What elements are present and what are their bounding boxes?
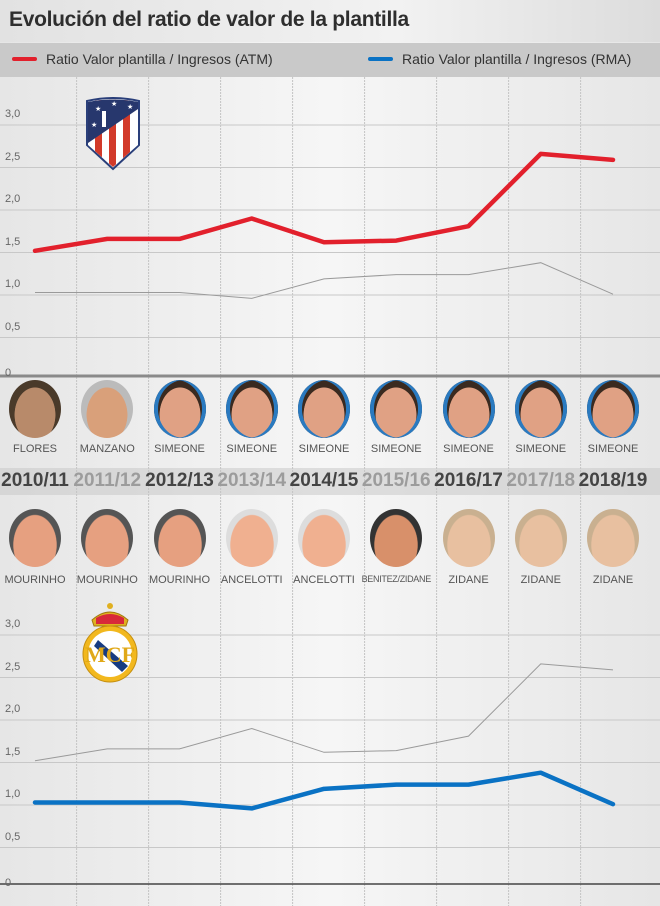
coach-photo-rma	[514, 509, 567, 567]
y-tick-label-rma: 1,0	[5, 788, 21, 800]
coach-photo-rma	[81, 509, 134, 567]
coach-photo-atm	[298, 380, 350, 438]
season-label: 2011/12	[73, 470, 142, 491]
coach-photo-rma	[225, 509, 278, 567]
series-line-reference-atm	[34, 663, 614, 762]
series-line-rma	[32, 770, 616, 811]
y-tick-label-rma: 2,5	[5, 660, 21, 673]
coach-photo-atm	[225, 380, 278, 438]
svg-text:★: ★	[127, 103, 133, 111]
y-tick-label-atm: 1,5	[5, 235, 21, 248]
y-tick-label-rma: 1,5	[5, 745, 21, 758]
y-tick-label-rma: 3,0	[5, 618, 21, 630]
season-label: 2017/18	[506, 470, 576, 491]
y-tick-label-atm: 1,0	[5, 278, 21, 290]
coach-photo-rma	[442, 509, 495, 567]
y-tick-label-atm: 3,0	[5, 108, 21, 120]
svg-text:MCF: MCF	[85, 642, 135, 667]
coach-photo-atm	[442, 380, 495, 438]
coach-photo-atm	[370, 380, 423, 438]
svg-text:★: ★	[111, 100, 117, 108]
coach-name-atm: SIMEONE	[587, 443, 639, 455]
legend-item-atm: Ratio Valor plantilla / Ingresos (ATM)	[12, 51, 273, 67]
legend-swatch-atm	[12, 57, 37, 61]
season-label: 2015/16	[361, 470, 431, 491]
title-band: Evolución del ratio de valor de la plant…	[0, 0, 660, 42]
coach-name-atm: SIMEONE	[298, 443, 350, 455]
coach-photo-atm	[153, 380, 206, 438]
coach-name-rma: BENITEZ/ZIDANE	[361, 574, 432, 584]
coach-photo-rma	[298, 509, 350, 567]
coach-photo-atm	[9, 380, 61, 438]
real-madrid-crest-icon: MCF	[82, 603, 138, 683]
coach-name-atm: MANZANO	[79, 443, 135, 455]
series-line-reference-rma	[35, 262, 614, 299]
y-tick-label-rma: 0,5	[5, 830, 21, 843]
legend-label-atm: Ratio Valor plantilla / Ingresos (ATM)	[46, 51, 273, 67]
y-tick-label-atm: 0,5	[5, 320, 21, 333]
y-tick-label-atm: 2,0	[5, 193, 21, 205]
coach-name-rma: MOURINHO	[76, 574, 138, 586]
chart-title: Evolución del ratio de valor de la plant…	[9, 8, 409, 31]
y-tick-label-atm: 2,5	[5, 150, 21, 163]
coach-name-rma: ZIDANE	[448, 574, 489, 586]
y-tick-label-atm: 0	[5, 367, 12, 379]
y-tick-label-rma: 2,0	[5, 703, 21, 715]
season-label: 2014/15	[289, 470, 359, 491]
coach-photo-rma	[587, 509, 639, 567]
coach-name-atm: SIMEONE	[154, 443, 205, 455]
coach-photo-atm	[514, 380, 567, 438]
coach-name-atm: FLORES	[12, 443, 57, 455]
y-tick-label-rma: 0	[5, 877, 12, 889]
coach-photo-rma	[9, 509, 61, 567]
coach-name-rma: ZIDANE	[520, 574, 561, 586]
coach-name-rma: MOURINHO	[148, 574, 211, 586]
legend: Ratio Valor plantilla / Ingresos (ATM) R…	[0, 43, 660, 77]
legend-item-rma: Ratio Valor plantilla / Ingresos (RMA)	[368, 51, 631, 67]
season-label: 2012/13	[145, 470, 214, 491]
svg-text:★: ★	[95, 105, 101, 113]
svg-text:★: ★	[91, 121, 97, 129]
coach-name-atm: SIMEONE	[226, 443, 278, 455]
season-label: 2018/19	[578, 470, 648, 491]
coach-photo-rma	[153, 509, 206, 567]
series-line-atm	[32, 151, 616, 254]
atletico-crest-icon: ★ ★ ★ ★	[86, 97, 140, 171]
coach-photo-atm	[81, 380, 134, 438]
coach-name-rma: ZIDANE	[592, 574, 634, 586]
season-label: 2016/17	[434, 470, 503, 491]
legend-label-rma: Ratio Valor plantilla / Ingresos (RMA)	[402, 51, 632, 67]
coach-name-rma: MOURINHO	[4, 574, 66, 586]
coach-name-atm: SIMEONE	[370, 443, 422, 455]
coach-photo-rma	[370, 509, 423, 567]
season-label: 2010/11	[1, 470, 69, 491]
coach-name-rma: ANCELOTTI	[293, 574, 355, 586]
season-band	[0, 468, 660, 495]
coach-photo-atm	[587, 380, 639, 438]
legend-swatch-rma	[368, 57, 393, 61]
coach-name-atm: SIMEONE	[443, 443, 494, 455]
coach-name-rma: ANCELOTTI	[220, 574, 283, 586]
coach-name-atm: SIMEONE	[515, 443, 567, 455]
season-label: 2013/14	[217, 470, 287, 491]
